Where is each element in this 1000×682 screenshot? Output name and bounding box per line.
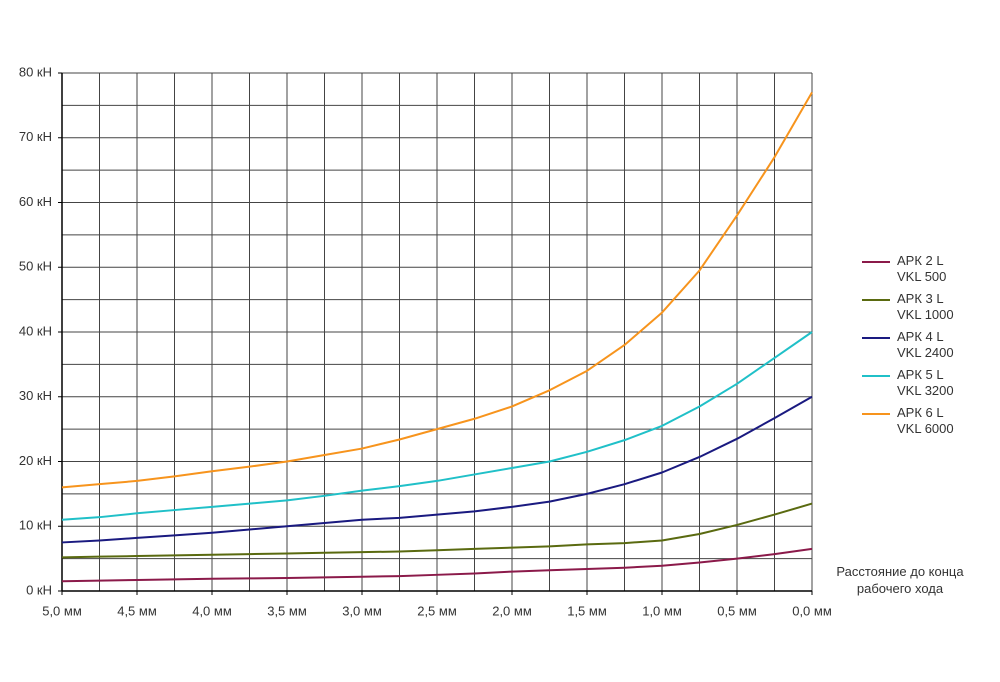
series-line	[61, 331, 813, 521]
x-tick-label: 2,5 мм	[417, 603, 457, 618]
legend-label: АРК 4 L VKL 2400	[897, 329, 954, 360]
x-tick-label: 3,0 мм	[342, 603, 382, 618]
y-tick-label: 20 кН	[19, 453, 52, 468]
x-tick-label: 1,0 мм	[642, 603, 682, 618]
x-tick-label: 5,0 мм	[42, 603, 82, 618]
y-tick-label: 60 кН	[19, 194, 52, 209]
y-tick-label: 40 кН	[19, 323, 52, 338]
series-line	[61, 502, 813, 559]
y-tick-label: 10 кН	[19, 518, 52, 533]
y-tick-label: 80 кН	[19, 64, 52, 79]
y-tick-label: 30 кН	[19, 388, 52, 403]
x-axis-title: Расстояние до конца рабочего хода	[836, 564, 964, 596]
x-tick-label: 4,5 мм	[117, 603, 157, 618]
legend-label: АРК 6 L VKL 6000	[897, 405, 954, 436]
x-tick-label: 3,5 мм	[267, 603, 307, 618]
x-tick-label: 4,0 мм	[192, 603, 232, 618]
series-line	[61, 395, 813, 544]
x-tick-label: 0,5 мм	[717, 603, 757, 618]
series-line	[61, 91, 813, 489]
x-tick-label: 2,0 мм	[492, 603, 532, 618]
y-tick-label: 70 кН	[19, 129, 52, 144]
x-tick-label: 1,5 мм	[567, 603, 607, 618]
x-tick-label: 0,0 мм	[792, 603, 832, 618]
y-tick-label: 50 кН	[19, 259, 52, 274]
legend-label: АРК 3 L VKL 1000	[897, 291, 954, 322]
legend-label: АРК 2 L VKL 500	[897, 253, 947, 284]
series-line	[61, 547, 813, 583]
legend-label: АРК 5 L VKL 3200	[897, 367, 954, 398]
y-tick-label: 0 кН	[26, 582, 52, 597]
